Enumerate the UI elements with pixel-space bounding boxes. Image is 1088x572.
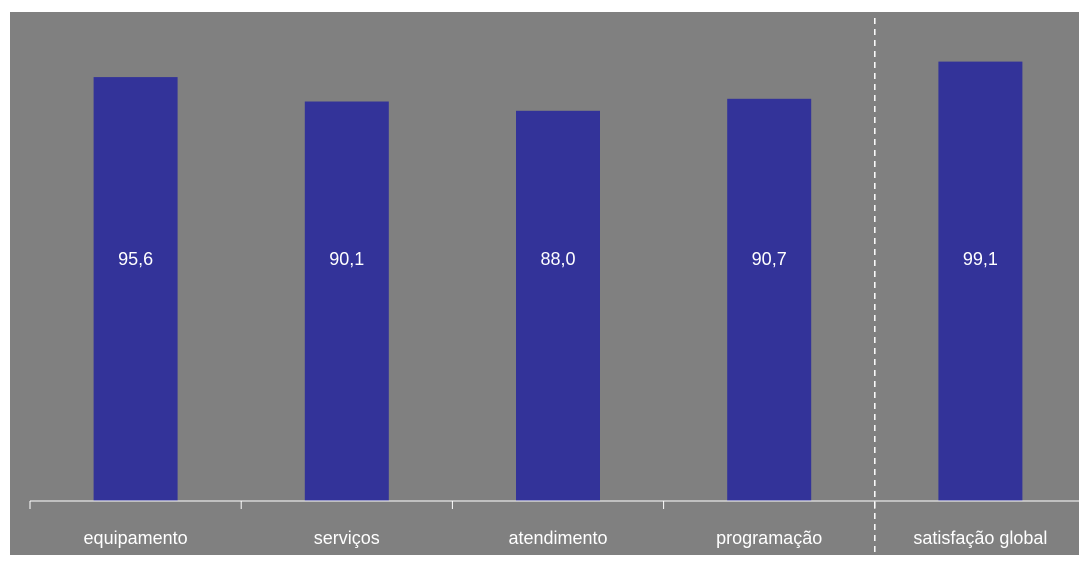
x-tick-label-atendimento: atendimento: [508, 528, 607, 548]
value-label-equipamento: 95,6: [118, 249, 153, 269]
x-tick-label-servicos: serviços: [314, 528, 380, 548]
bar-programacao: [727, 98, 812, 502]
x-tick-label-equipamento: equipamento: [84, 528, 188, 548]
x-tick-label-satisfacao-global: satisfação global: [913, 528, 1047, 548]
x-axis: [29, 18, 1087, 552]
value-label-satisfacao-global: 99,1: [963, 249, 998, 269]
bars-layer: [93, 61, 1023, 502]
value-labels-layer: 95,6 90,1 88,0 90,7 99,1: [118, 249, 998, 269]
bar-servicos: [304, 101, 389, 501]
bar-atendimento: [516, 110, 600, 502]
x-tick-labels: equipamento serviços atendimento programaçã…: [84, 528, 1048, 548]
value-label-programacao: 90,7: [752, 249, 787, 269]
bar-equipamento: [93, 77, 178, 501]
bar-satisfacao-global: [938, 61, 1023, 501]
x-tick-label-programacao: programação: [716, 528, 822, 548]
value-label-servicos: 90,1: [329, 249, 364, 269]
value-label-atendimento: 88,0: [540, 249, 575, 269]
